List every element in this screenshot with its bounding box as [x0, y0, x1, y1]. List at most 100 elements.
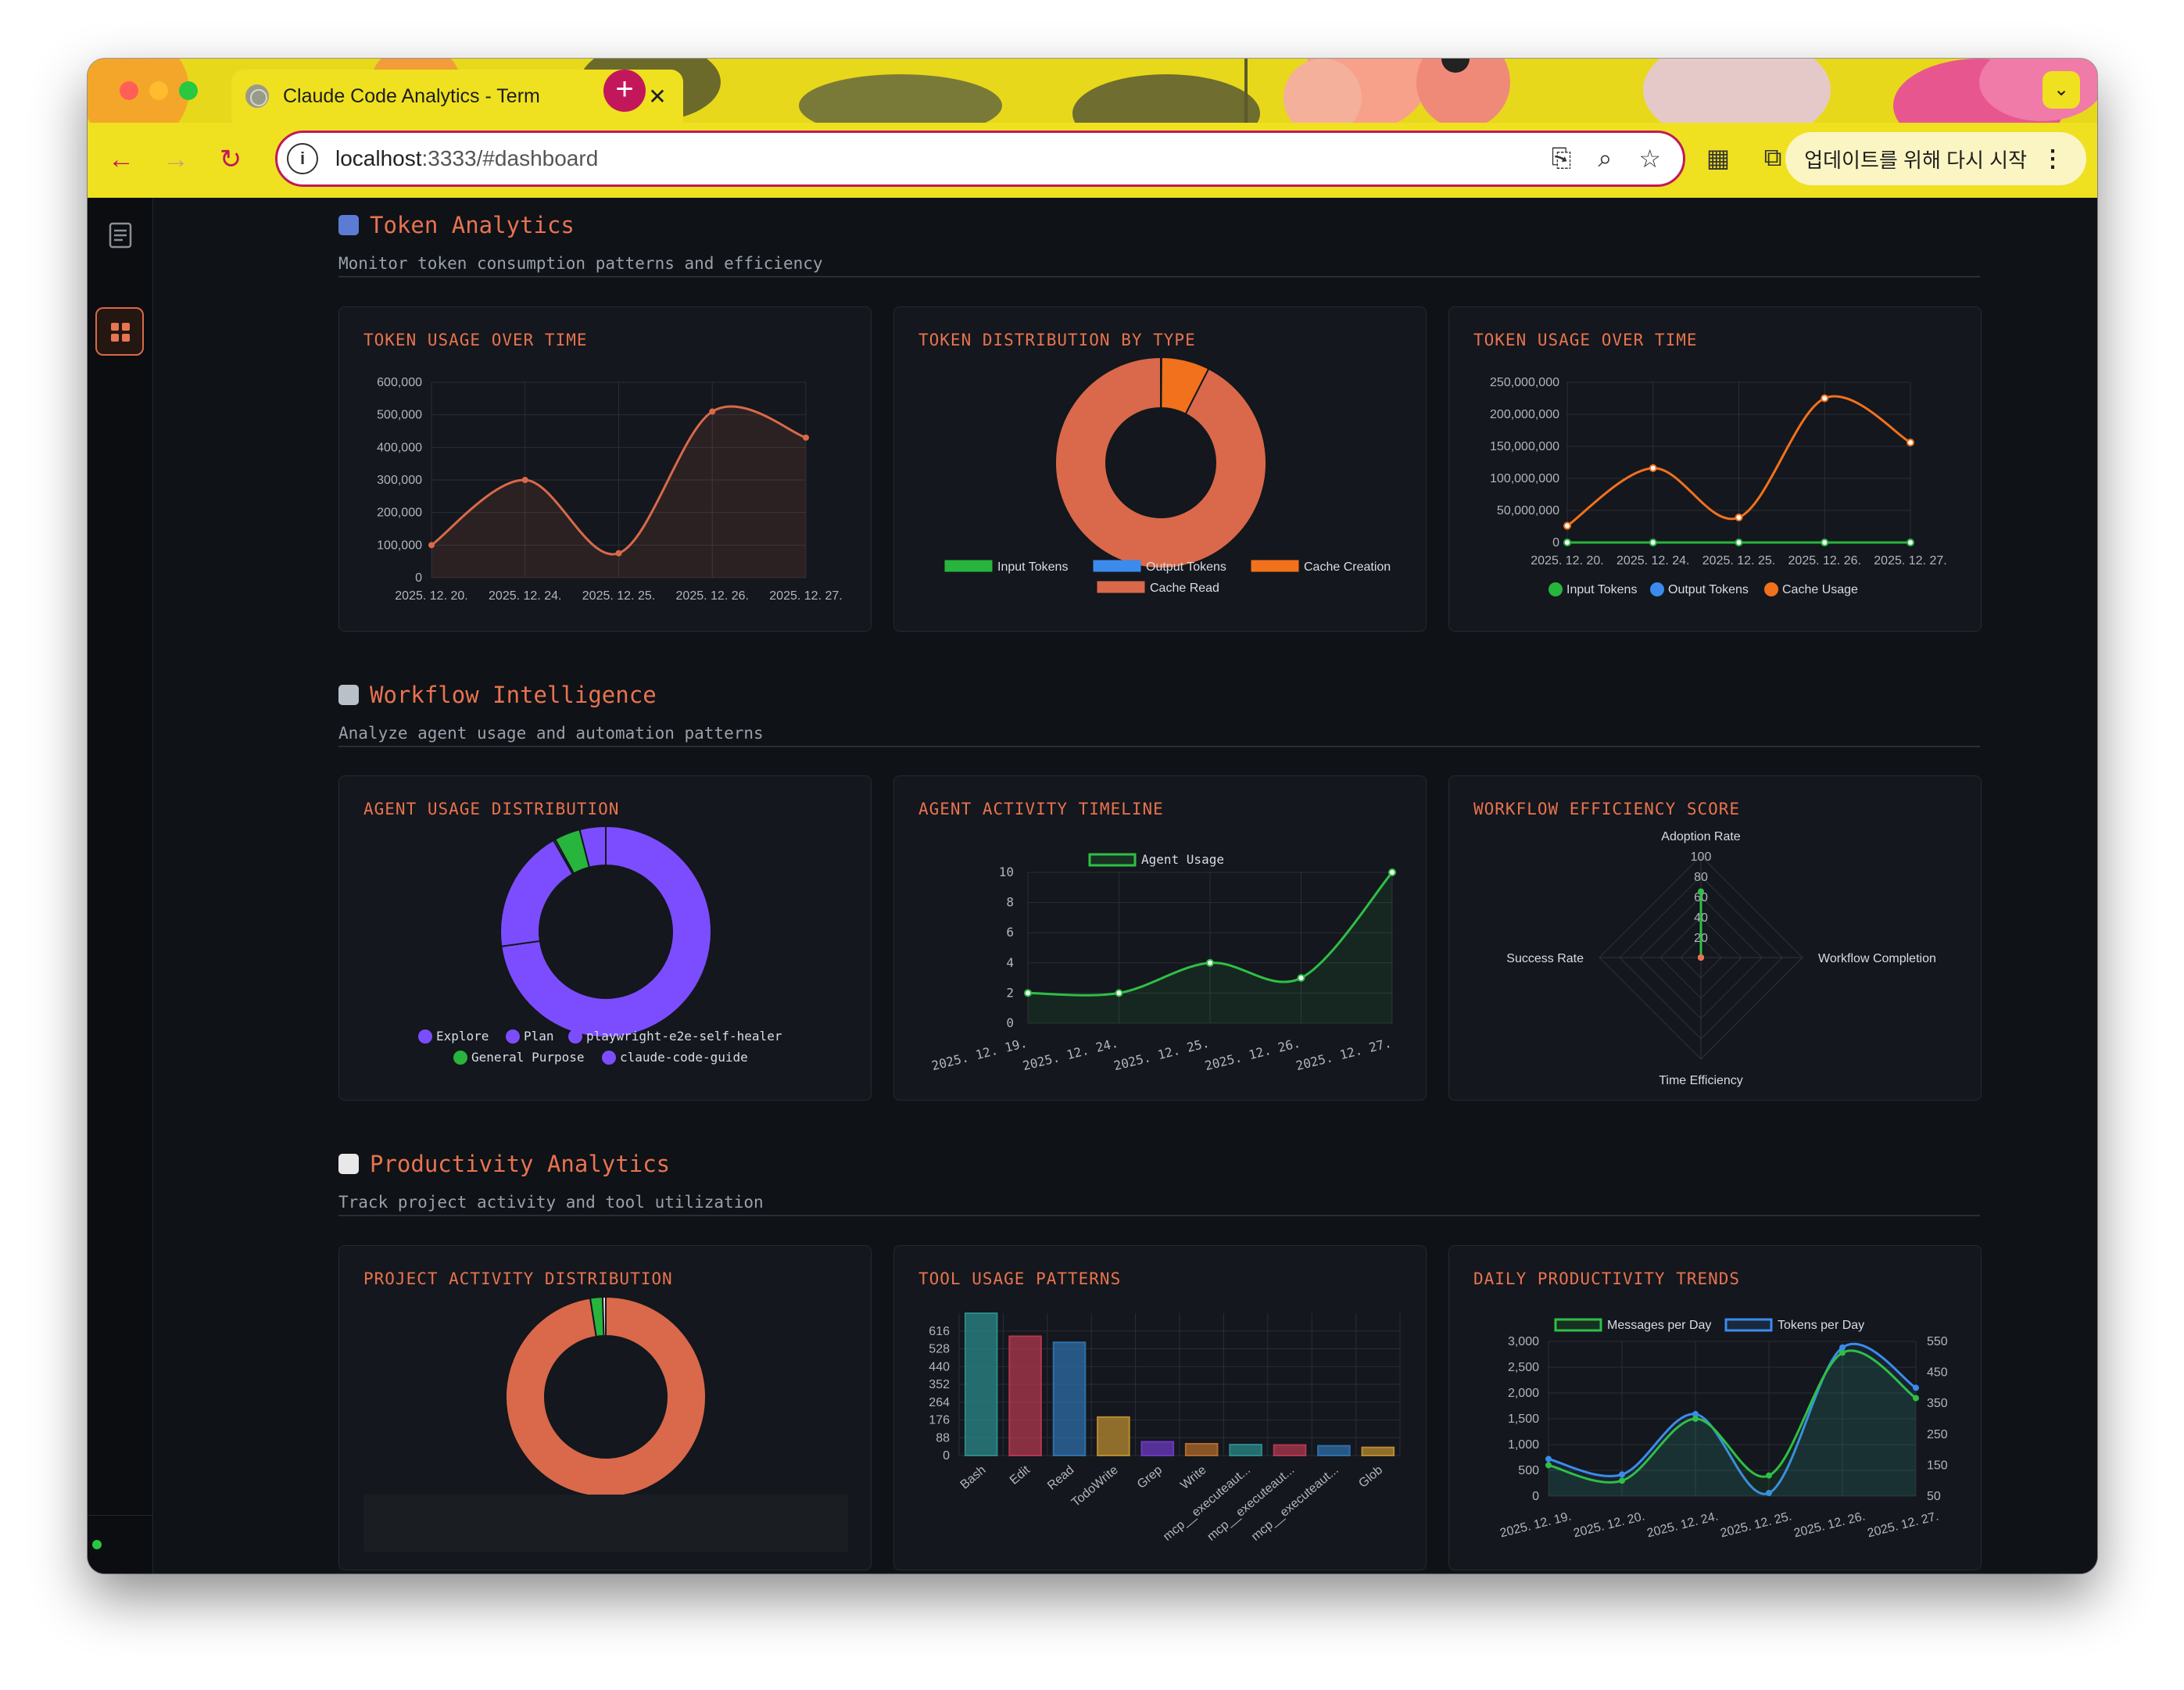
data-point: [1907, 539, 1914, 546]
x-tick-label: 2025. 12. 27.: [1874, 554, 1946, 568]
y2-tick-label: 350: [1927, 1397, 1948, 1410]
tool-usage-bar-chart: 616 528 440 352 264 176 88 0 Bash Edit ReadTodoWri…: [929, 1312, 1401, 1544]
section-title: Productivity Analytics: [370, 1151, 671, 1177]
tab-close-icon[interactable]: ✕: [648, 84, 667, 109]
radar-point: [1698, 888, 1704, 895]
reload-icon[interactable]: ↻: [219, 145, 242, 174]
x-tick-label: mcp__executeaut...: [1249, 1463, 1341, 1544]
x-tick-label: 2025. 12. 25.: [1112, 1035, 1211, 1073]
x-tick-label: 2025. 12. 26.: [676, 589, 749, 603]
agent-usage-distribution-card: AGENT USAGE DISTRIBUTION Explore Plan play…: [338, 775, 872, 1101]
y2-tick-label: 550: [1927, 1335, 1948, 1348]
section-divider: [338, 276, 1980, 277]
legend-label: Output Tokens: [1146, 560, 1226, 574]
window-close-button[interactable]: [120, 81, 138, 100]
window-zoom-button[interactable]: [179, 81, 198, 100]
project-activity-donut-chart: [505, 1295, 707, 1498]
address-bar[interactable]: i localhost:3333/#dashboard ⎘ ⌕ ☆: [275, 131, 1685, 187]
x-tick-label: 2025. 12. 20.: [1572, 1509, 1646, 1540]
new-tab-button[interactable]: +: [603, 70, 646, 112]
x-tick-label: Grep: [1135, 1463, 1165, 1491]
legend-label: Output Tokens: [1668, 583, 1749, 596]
legend-swatch: [602, 1051, 616, 1065]
tab-title: Claude Code Analytics - Term: [283, 84, 540, 107]
card-title: WORKFLOW EFFICIENCY SCORE: [1473, 800, 1741, 818]
x-tick-label: Edit: [1008, 1463, 1033, 1488]
chart-emoji-icon: [338, 1154, 359, 1174]
legend-label: Tokens per Day: [1778, 1319, 1864, 1332]
y-tick-label: 176: [929, 1414, 950, 1427]
x-tick-label: 2025. 12. 25.: [582, 589, 655, 603]
legend-swatch: [1764, 582, 1778, 596]
bar: [1229, 1444, 1262, 1457]
kebab-menu-icon[interactable]: ⋮: [2041, 145, 2064, 172]
legend-swatch: [1088, 853, 1137, 867]
radar-axis-label: Time Efficiency: [1659, 1074, 1743, 1087]
robot-emoji-icon: [338, 685, 359, 705]
browser-toolbar: ← → ↻ i localhost:3333/#dashboard ⎘ ⌕ ☆ …: [88, 123, 2097, 198]
x-tick-label: 2025. 12. 27.: [1866, 1509, 1940, 1540]
project-legend-placeholder: [363, 1495, 848, 1552]
legend-label: Cache Usage: [1782, 583, 1858, 596]
y-tick-label: 1,500: [1508, 1413, 1539, 1426]
back-icon[interactable]: ←: [108, 145, 134, 174]
bar: [1361, 1446, 1395, 1456]
legend-label: Agent Usage: [1141, 852, 1224, 867]
qr-code-icon[interactable]: ▦: [1706, 144, 1731, 172]
dashboard-grid-icon[interactable]: [95, 307, 144, 356]
translate-icon[interactable]: ⎘: [1551, 144, 1572, 172]
data-point: [1913, 1384, 1919, 1391]
card-title: DAILY PRODUCTIVITY TRENDS: [1473, 1269, 1741, 1288]
data-point: [803, 434, 809, 441]
x-tick-label: 2025. 12. 25.: [1702, 554, 1775, 568]
legend-swatch: [418, 1029, 432, 1044]
bar: [1184, 1443, 1219, 1456]
zoom-icon[interactable]: ⌕: [1598, 144, 1613, 172]
window-minimize-button[interactable]: [149, 81, 168, 100]
card-title: TOKEN DISTRIBUTION BY TYPE: [918, 331, 1196, 349]
data-point: [1821, 539, 1829, 546]
info-icon[interactable]: i: [287, 143, 318, 174]
url-host: localhost: [335, 146, 422, 170]
radar-tick-label: 100: [1691, 850, 1712, 864]
y-tick-label: 3,000: [1508, 1335, 1539, 1348]
card-title: AGENT USAGE DISTRIBUTION: [363, 800, 620, 818]
data-point: [1766, 1490, 1772, 1497]
x-tick-label: Glob: [1356, 1463, 1385, 1491]
data-point: [1649, 539, 1657, 546]
y-tick-label: 264: [929, 1396, 950, 1409]
data-point: [1821, 394, 1829, 403]
x-tick-label: 2025. 12. 20.: [395, 589, 467, 603]
y-tick-label: 0: [415, 571, 422, 585]
tab-strip: Claude Code Analytics - Term ✕ + ⌄: [88, 59, 2097, 123]
extensions-icon[interactable]: ⧉: [1763, 143, 1782, 171]
series-area: [431, 406, 806, 578]
update-relaunch-button[interactable]: 업데이트를 위해 다시 시작 ⋮: [1785, 132, 2086, 185]
data-point: [1913, 1395, 1919, 1402]
forward-icon[interactable]: →: [163, 145, 189, 174]
data-point: [1649, 464, 1657, 472]
y-tick-label: 300,000: [377, 474, 422, 487]
legend-label: Explore: [436, 1029, 489, 1044]
section-title: Token Analytics: [370, 212, 575, 238]
document-icon[interactable]: [105, 220, 136, 251]
section-title: Workflow Intelligence: [370, 682, 657, 708]
bar: [1052, 1341, 1087, 1456]
x-tick-label: 2025. 12. 20.: [1531, 554, 1603, 568]
card-title: TOKEN USAGE OVER TIME: [1473, 331, 1698, 349]
tab-search-chevron-icon[interactable]: ⌄: [2043, 71, 2080, 109]
x-tick-label: 2025. 12. 25.: [1719, 1509, 1793, 1540]
donut-slice: [505, 1295, 707, 1498]
data-point: [1766, 1472, 1772, 1479]
series-area: [1548, 1344, 1916, 1496]
legend-swatch: [1650, 582, 1664, 596]
bookmark-star-icon[interactable]: ☆: [1638, 145, 1661, 173]
card-title: AGENT ACTIVITY TIMELINE: [918, 800, 1164, 818]
workflow-efficiency-card: WORKFLOW EFFICIENCY SCORE Adoption Rate W…: [1448, 775, 1982, 1101]
tool-usage-patterns-card: TOOL USAGE PATTERNS 616 528 440 352 264 176 88…: [893, 1245, 1427, 1570]
legend-swatch: [453, 1051, 467, 1065]
y-tick-label: 0: [1006, 1015, 1014, 1030]
card-title: TOKEN USAGE OVER TIME: [363, 331, 588, 349]
x-tick-label: 2025. 12. 24.: [1645, 1509, 1720, 1540]
